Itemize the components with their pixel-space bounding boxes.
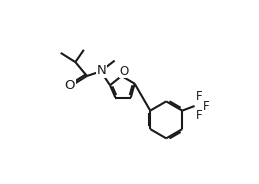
Text: N: N bbox=[97, 64, 106, 77]
Text: F: F bbox=[196, 90, 203, 103]
Text: O: O bbox=[119, 65, 128, 78]
Text: F: F bbox=[203, 100, 210, 113]
Text: F: F bbox=[196, 109, 203, 122]
Text: O: O bbox=[65, 79, 75, 93]
